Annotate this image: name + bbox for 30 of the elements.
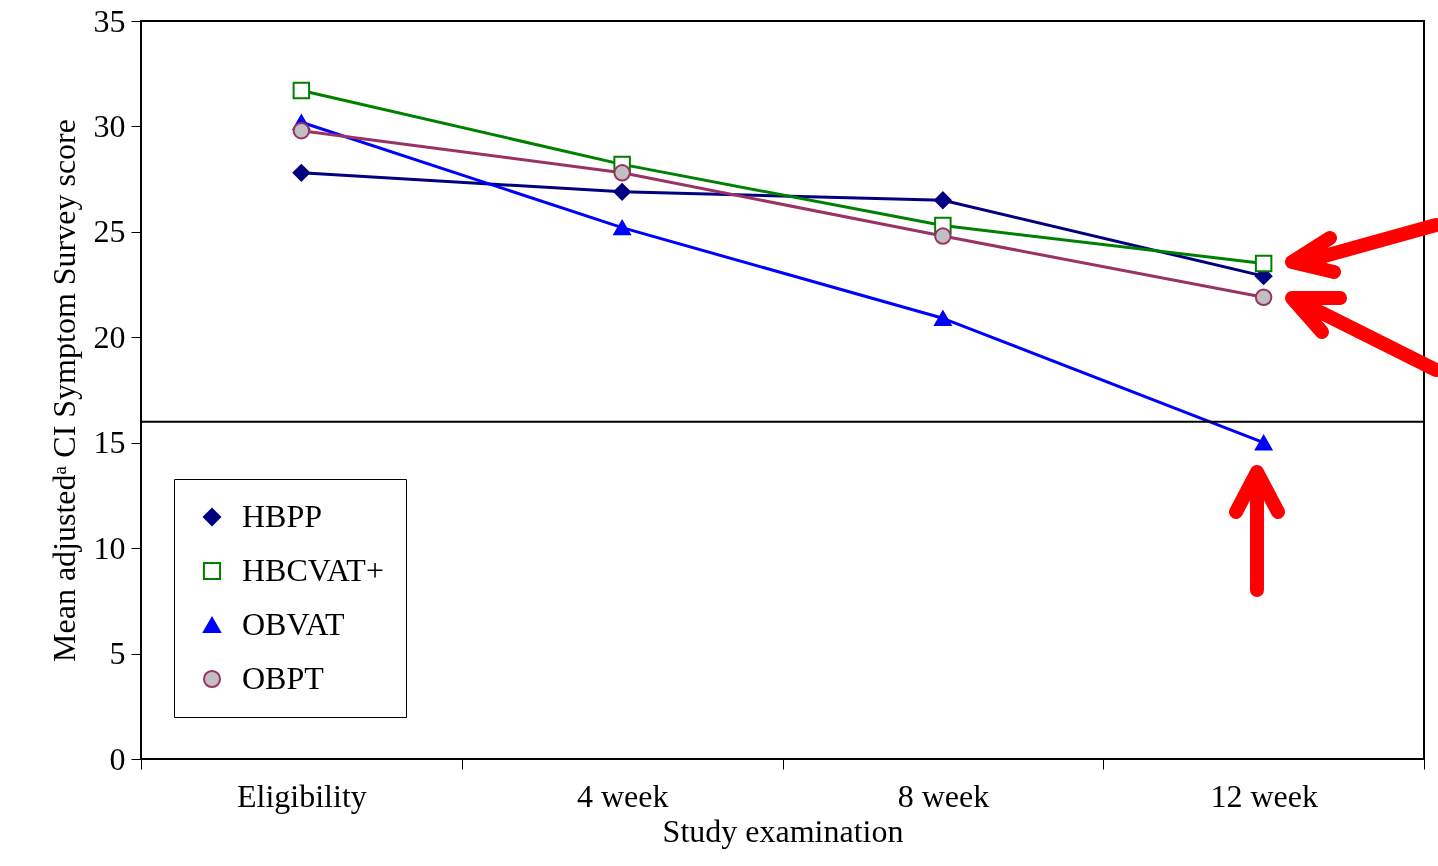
y-tick-label: 10 <box>93 529 126 566</box>
y-tick-label: 30 <box>93 107 126 144</box>
x-tick-label: 4 week <box>576 777 669 814</box>
y-tick-label: 20 <box>93 318 126 355</box>
legend-label: OBVAT <box>242 606 345 642</box>
y-tick-label: 5 <box>109 635 126 672</box>
point <box>292 81 311 100</box>
point <box>1254 435 1273 451</box>
point <box>613 164 631 182</box>
x-tick-label: 12 week <box>1210 777 1318 814</box>
y-tick-label: 0 <box>109 740 126 777</box>
legend-label: HBPP <box>242 498 323 534</box>
point <box>1254 254 1273 273</box>
point <box>613 219 631 236</box>
point <box>934 191 952 209</box>
point <box>292 164 311 182</box>
point <box>1254 288 1273 306</box>
x-tick-label: 8 week <box>897 777 990 814</box>
x-tick-label: Eligibility <box>236 777 367 814</box>
y-tick-label: 15 <box>93 424 126 461</box>
point <box>613 183 631 201</box>
legend-label: OBPT <box>242 660 325 696</box>
y-axis-title: Mean adjustedᵃ CI Symptom Survey score <box>45 119 82 662</box>
point <box>934 227 952 245</box>
x-axis-title: Study examination <box>662 812 904 849</box>
y-tick-label: 35 <box>93 2 126 39</box>
y-tick-label: 25 <box>93 213 126 250</box>
point <box>934 310 952 327</box>
legend-label: HBCVAT+ <box>242 552 384 588</box>
point <box>292 121 311 140</box>
